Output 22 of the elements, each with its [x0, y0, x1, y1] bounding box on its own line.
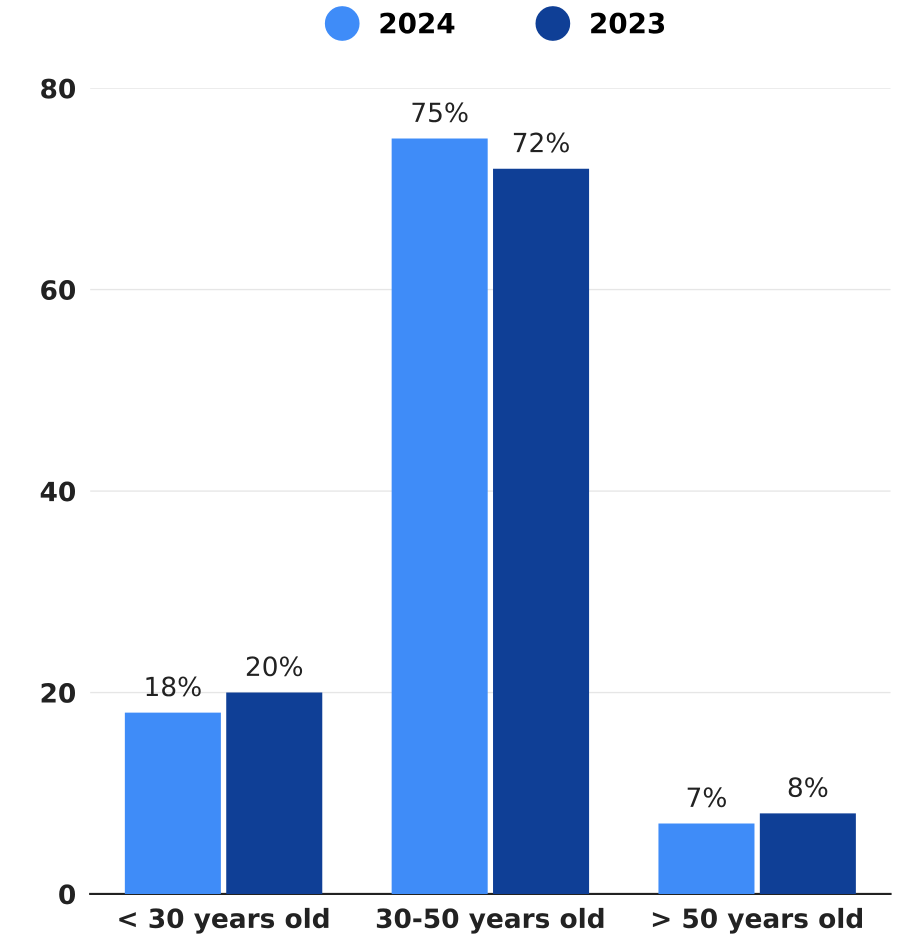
y-tick-label: 40 [40, 482, 76, 502]
y-tick-label: 20 [42, 682, 76, 703]
x-tick-label: 30-50 years old [376, 908, 604, 934]
y-tick-label: 80 [41, 78, 76, 99]
bar [392, 138, 488, 894]
data-label: 20% [246, 656, 302, 676]
bar [760, 813, 856, 894]
legend-label: 2023 [591, 12, 664, 34]
bar [124, 712, 221, 894]
y-tick-label: 60 [41, 280, 76, 300]
data-label: 8% [788, 777, 828, 798]
y-tick-label: 0 [59, 884, 76, 904]
legend-label: 2024 [380, 12, 454, 34]
data-label: 7% [688, 787, 726, 808]
data-label: 18% [146, 676, 201, 696]
bar [658, 823, 754, 894]
bar [493, 168, 590, 894]
data-label: 72% [514, 132, 569, 153]
data-label: 75% [412, 102, 468, 122]
x-tick-label: < 30 years old [119, 908, 328, 934]
bar [226, 692, 322, 894]
x-tick-label: > 50 years old [652, 908, 862, 934]
